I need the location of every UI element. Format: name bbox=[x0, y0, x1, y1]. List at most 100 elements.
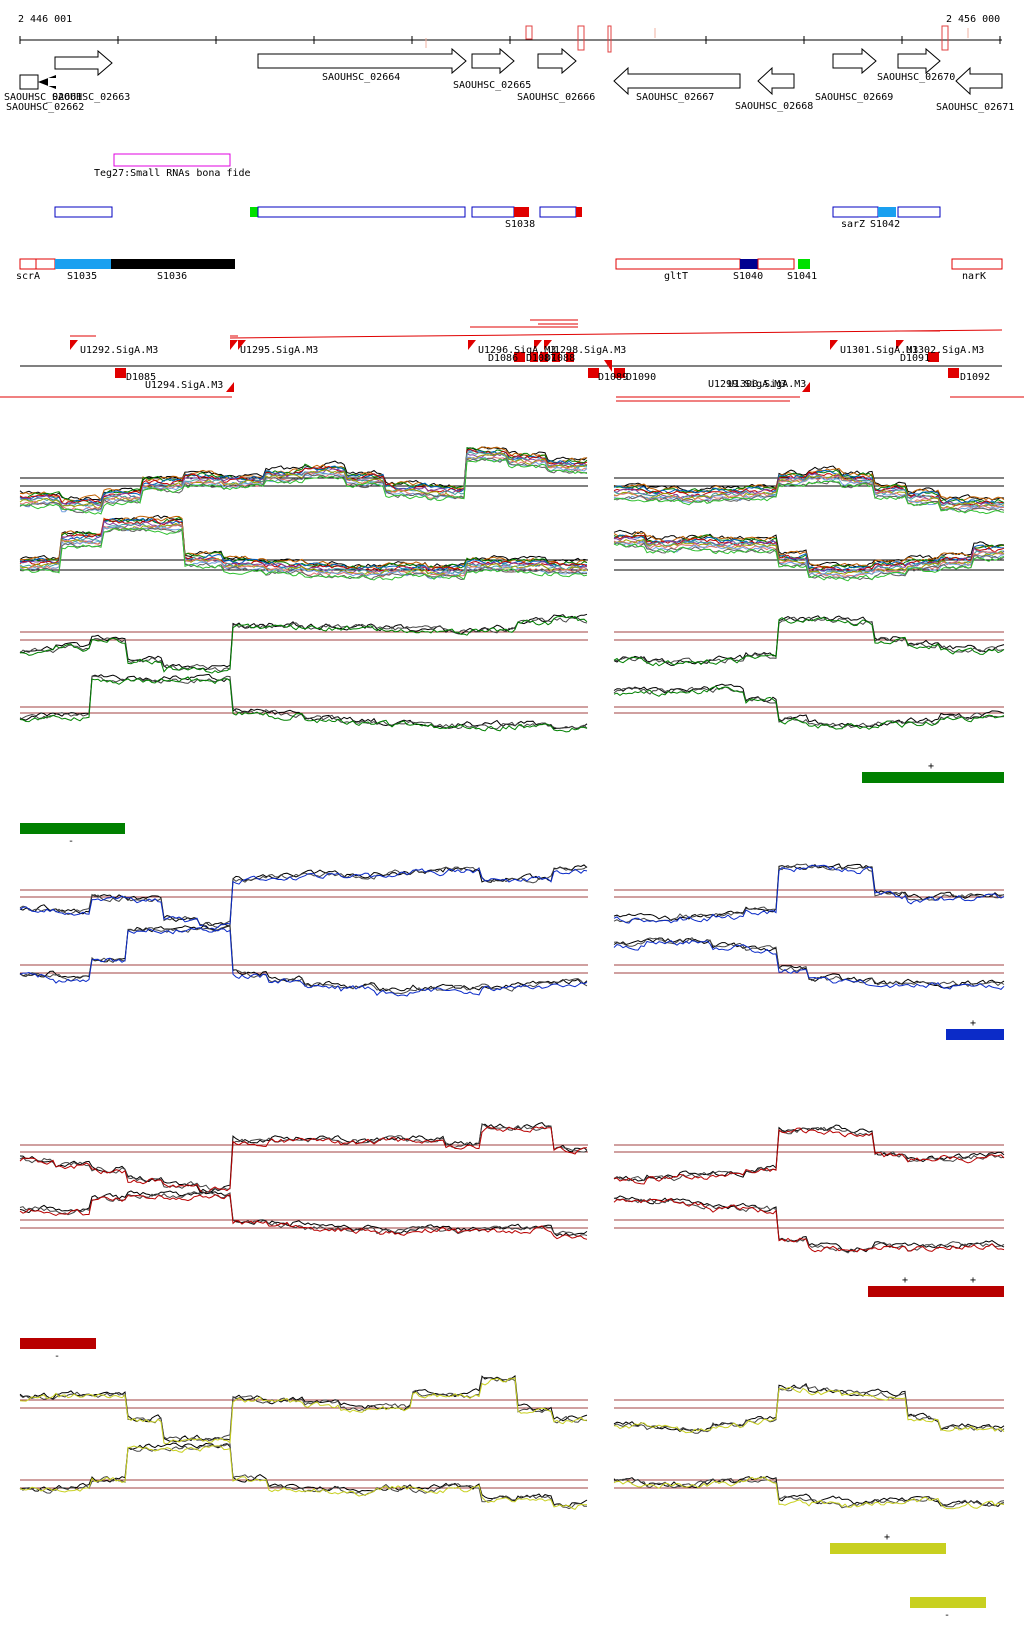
gene-label-02669: SAOUHSC_02669 bbox=[815, 92, 893, 103]
blue-profile-trace bbox=[613, 864, 1005, 924]
segment-label-s1035: S1035 bbox=[67, 271, 97, 282]
yellow-profile-trace bbox=[19, 1377, 588, 1445]
segment-label-s1042: S1042 bbox=[870, 219, 900, 230]
multi-sample-trace-bot bbox=[19, 517, 587, 572]
green-minus-marker: - bbox=[68, 836, 74, 847]
promoter-label-u1298: U1298.SigA.M3 bbox=[548, 345, 626, 356]
blue-profile-trace bbox=[19, 864, 588, 928]
strand-bars: + - + + + - + - bbox=[20, 761, 1004, 1621]
blue-profile-trace bbox=[613, 937, 1005, 989]
multi-sample-trace-top bbox=[19, 458, 588, 515]
blue-profile-trace bbox=[19, 925, 588, 992]
yellow-profile-trace bbox=[19, 1445, 588, 1511]
green-profile-trace bbox=[19, 617, 588, 673]
yellow-minus-marker: - bbox=[944, 1610, 950, 1621]
green-profile-trace bbox=[19, 673, 588, 730]
promoter-label-u1302: U1302.SigA.M3 bbox=[906, 345, 984, 356]
segment-label-scra: scrA bbox=[16, 271, 40, 282]
red-plus-bar bbox=[868, 1286, 1004, 1297]
green-profile-trace bbox=[613, 683, 1005, 728]
multi-sample-trace-top bbox=[19, 456, 588, 511]
multi-sample-trace-top bbox=[19, 448, 588, 505]
gene-label-02665: SAOUHSC_02665 bbox=[453, 80, 531, 91]
multi-sample-trace-top bbox=[19, 456, 588, 513]
multi-sample-trace-top bbox=[19, 457, 588, 514]
red-profile-trace bbox=[613, 1124, 1005, 1182]
coord-end-label: 2 456 000 bbox=[946, 14, 1000, 25]
red-profile-trace bbox=[19, 1191, 588, 1238]
gene-saouhsc-02667 bbox=[613, 66, 741, 96]
red-profile-trace bbox=[19, 1122, 588, 1193]
red-profile-trace bbox=[613, 1126, 1005, 1182]
red-profile-trace bbox=[613, 1197, 1005, 1254]
gene-label-02663: SAOUHSC_02663 bbox=[52, 92, 130, 103]
green-minus-bar bbox=[20, 823, 125, 834]
red-minus-bar bbox=[20, 1338, 96, 1349]
srna-label: Teg27:Small RNAs bona fide bbox=[94, 168, 251, 179]
blue-profile-trace bbox=[19, 867, 588, 930]
gene-saouhsc-02662 bbox=[38, 75, 56, 89]
terminator-label-d1085: D1085 bbox=[126, 372, 156, 383]
green-profile-trace bbox=[19, 615, 588, 674]
blue-profile-trace bbox=[19, 924, 588, 995]
yellow-profile-trace bbox=[19, 1374, 588, 1443]
blue-profile-trace bbox=[19, 866, 588, 928]
promoter-label-u1295: U1295.SigA.M3 bbox=[240, 345, 318, 356]
gene-label-02668: SAOUHSC_02668 bbox=[735, 101, 813, 112]
promoter-label-u1292: U1292.SigA.M3 bbox=[80, 345, 158, 356]
red-plus-marker-2: + bbox=[970, 1275, 976, 1286]
yellow-profile-trace bbox=[19, 1377, 588, 1442]
multi-sample-trace-bot bbox=[19, 527, 588, 581]
segment-track-minus: scrA S1035 S1036 gltT S1040 S1041 narK bbox=[16, 258, 1003, 282]
yellow-profile-trace bbox=[613, 1386, 1005, 1434]
promoter-label-u1301: U1301.SigA.M3 bbox=[840, 345, 918, 356]
red-minus-marker: - bbox=[54, 1351, 60, 1362]
segment-label-s1040: S1040 bbox=[733, 271, 763, 282]
terminator-label-d1087: D1087 bbox=[526, 353, 556, 364]
yellow-plus-bar bbox=[830, 1543, 946, 1554]
green-profile-trace bbox=[19, 676, 588, 733]
gene-saouhsc-02663 bbox=[54, 49, 113, 77]
terminator-label-d1091: D1091 bbox=[900, 353, 930, 364]
multi-sample-trace-bot bbox=[613, 534, 1005, 572]
coordinate-axis: 2 446 001 2 456 000 bbox=[18, 14, 1002, 53]
multi-sample-trace-bot bbox=[613, 534, 1005, 571]
gene-label-02661: SAOUHSC_02661 bbox=[4, 92, 82, 103]
gene-saouhsc-02665 bbox=[471, 47, 515, 75]
blue-profile-trace bbox=[19, 927, 588, 997]
gene-saouhsc-02671 bbox=[955, 66, 1003, 96]
segment-label-s1038: S1038 bbox=[505, 219, 535, 230]
red-profile-trace bbox=[19, 1190, 588, 1237]
blue-profile-trace bbox=[613, 940, 1005, 990]
terminator-label-d1089: D1089 bbox=[598, 372, 628, 383]
multi-sample-trace-bot bbox=[19, 515, 588, 570]
coord-start-label: 2 446 001 bbox=[18, 14, 72, 25]
gene-label-02666: SAOUHSC_02666 bbox=[517, 92, 595, 103]
yellow-profile-trace bbox=[613, 1475, 1005, 1507]
green-plus-bar bbox=[862, 772, 1004, 783]
gene-saouhsc-02668 bbox=[757, 66, 795, 96]
gene-saouhsc-02666 bbox=[537, 47, 577, 75]
gene-saouhsc-02664 bbox=[257, 47, 467, 75]
gene-label-02670: SAOUHSC_02670 bbox=[877, 72, 955, 83]
gene-saouhsc-02661 bbox=[19, 74, 39, 90]
yellow-profile-trace bbox=[19, 1443, 587, 1510]
blue-plus-bar bbox=[946, 1029, 1004, 1040]
yellow-minus-bar bbox=[910, 1597, 986, 1608]
yellow-profile-trace bbox=[613, 1476, 1005, 1510]
multi-sample-trace-top bbox=[613, 465, 1005, 501]
segment-label-nark: narK bbox=[962, 271, 986, 282]
green-profile-trace bbox=[613, 615, 1005, 666]
green-profile-trace bbox=[19, 675, 588, 730]
promoter-label-u1299: U1299.SigA.M3 bbox=[708, 379, 786, 390]
green-profile-trace bbox=[613, 685, 1005, 730]
terminator-label-d1086: D1086 bbox=[488, 353, 518, 364]
srna-track: Teg27:Small RNAs bona fide bbox=[94, 153, 251, 179]
multi-sample-trace-top bbox=[19, 451, 588, 507]
green-plus-marker: + bbox=[928, 761, 934, 772]
terminator-label-d1090: D1090 bbox=[626, 372, 656, 383]
red-profile-trace bbox=[19, 1126, 588, 1194]
gene-label-02671: SAOUHSC_02671 bbox=[936, 102, 1014, 113]
srna-teg27 bbox=[113, 153, 231, 167]
